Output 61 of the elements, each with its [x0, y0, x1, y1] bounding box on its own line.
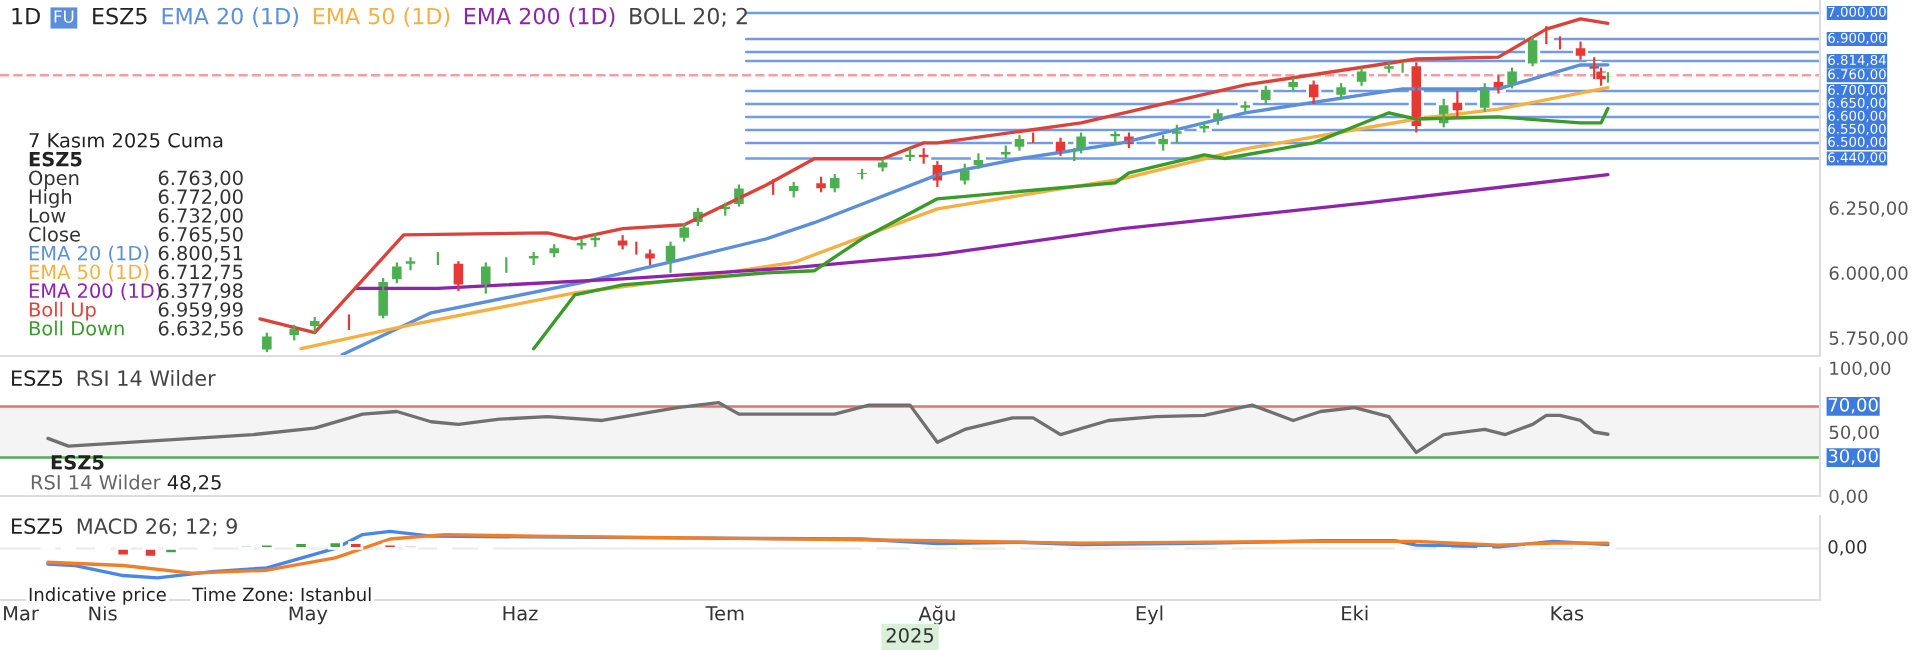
text: EMA 20 (1D) [29, 245, 149, 263]
annotation: High [29, 188, 72, 208]
annotation: 6.772,00 [158, 189, 243, 207]
x-tick-label: Haz [503, 606, 538, 621]
x-tick-label: May [289, 606, 328, 625]
text: EMA 50 (1D) [313, 7, 450, 28]
chart-subtitle: MACD 26; 12; 9 [77, 518, 237, 537]
annotation: 6.732,00 [158, 208, 243, 225]
chart-title: ESZ5 [12, 370, 63, 387]
x-tick-label: Kas [1551, 606, 1584, 621]
candlestick [526, 250, 542, 267]
candlestick [1258, 84, 1274, 106]
x-tick-label: Tem [705, 606, 744, 621]
y-tick-label: 6.000,00 [1829, 266, 1908, 282]
annotation: 6.712,75 [158, 264, 243, 282]
annotation: Low [29, 208, 66, 223]
y-tick-label: 0,00 [1829, 489, 1868, 505]
annotation: 6.959,99 [158, 302, 243, 319]
x-tick-label: Eki [1342, 605, 1368, 621]
line-series [532, 106, 1610, 351]
annotation: ESZ5 [29, 151, 82, 167]
annotation: Close [29, 226, 80, 242]
annotation: FU [54, 10, 74, 23]
y-tick-label: 100,00 [1830, 361, 1891, 377]
line-series [354, 172, 1610, 291]
text: Boll Down [29, 320, 124, 336]
text: Indicative price [29, 587, 166, 605]
annotation: 6.765,50 [158, 226, 243, 244]
annotation: 48,25 [167, 474, 221, 492]
text: Boll Up [29, 301, 96, 321]
annotation: BOLL 20; 2 [630, 7, 747, 27]
ref-line-label: 70,00 [1828, 397, 1878, 414]
annotation: 6.763,00 [158, 170, 243, 188]
ref-line-label: 30,00 [1828, 449, 1878, 465]
x-tick-label: Mar [4, 606, 39, 621]
annotation: Open [29, 170, 79, 190]
text: EMA 20 (1D) [162, 7, 298, 28]
chart-title: ESZ5 [93, 7, 147, 25]
series-label: RSI 14 Wilder [31, 474, 161, 490]
y-tick-label: 50,00 [1829, 425, 1879, 441]
annotation: 6.800,51 [158, 245, 243, 263]
annotation: ESZ5 [51, 454, 104, 470]
x-tick-label: Eyl [1136, 605, 1163, 625]
x-tick-label: Ağu [918, 605, 955, 625]
text: EMA 200 (1D) [464, 7, 615, 28]
line-series [46, 400, 1610, 455]
chart-subtitle: RSI 14 Wilder [77, 369, 216, 387]
y-tick-label: 6.250,00 [1829, 201, 1908, 217]
candlestick [642, 248, 658, 267]
x-axis-title: 2025 [886, 627, 934, 643]
x-tick-label: Nis [89, 605, 117, 621]
chart-title: ESZ5 [12, 518, 63, 535]
text: EMA 50 (1D) [29, 264, 149, 282]
text: Time Zone: Istanbul [192, 587, 371, 602]
candlestick [546, 243, 562, 259]
y-tick-label: 5.750,00 [1829, 331, 1908, 347]
candlestick [1285, 76, 1301, 93]
annotation: 6.377,98 [158, 283, 243, 301]
annotation: 6.632,56 [158, 320, 243, 338]
annotation: 1D [12, 7, 40, 25]
annotation: 7 Kasım 2025 Cuma [29, 132, 223, 148]
